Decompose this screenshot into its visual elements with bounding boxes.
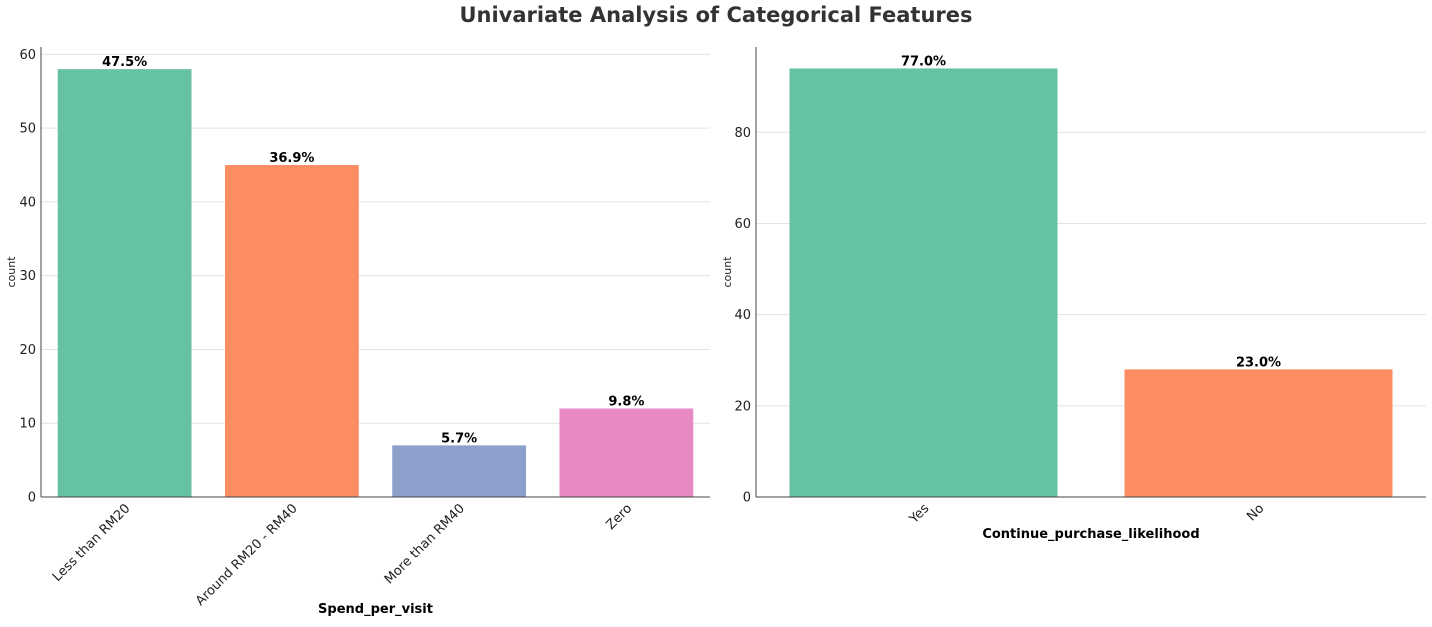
ytick-label-10: 10	[19, 417, 36, 432]
data-label-yes: 77.0%	[901, 54, 946, 69]
xtick-label-less-than-rm20: Less than RM20	[50, 501, 134, 585]
data-label-more-than-rm40: 5.7%	[441, 431, 477, 446]
xtick-label-yes: Yes	[906, 501, 932, 527]
y-axis-title: count	[721, 256, 734, 288]
bar-zero	[559, 408, 693, 497]
ytick-label-30: 30	[19, 269, 36, 284]
xtick-label-zero: Zero	[603, 501, 635, 533]
ytick-label-80: 80	[734, 126, 751, 141]
bar-yes	[790, 68, 1058, 497]
bar-around-rm20-rm40	[225, 165, 359, 497]
bar-no	[1125, 369, 1393, 497]
x-axis-title: Continue_purchase_likelihood	[982, 527, 1199, 542]
spend-per-visit-chart: 0 10 20 30 40 50 60 47.5% Less than RM20 36.9% Aro…	[5, 47, 710, 617]
ytick-label-60: 60	[19, 48, 36, 63]
data-label-less-than-rm20: 47.5%	[102, 55, 147, 70]
continue-purchase-chart: 0 20 40 60 80 77.0% Yes 23.0% No count Continue_pu…	[721, 47, 1426, 542]
xtick-label-more-than-rm40: More than RM40	[382, 501, 468, 587]
bar-less-than-rm20	[58, 69, 192, 497]
y-axis-title: count	[5, 256, 18, 288]
ytick-label-60: 60	[734, 217, 751, 232]
ytick-label-40: 40	[734, 308, 751, 323]
x-axis-title: Spend_per_visit	[318, 602, 433, 617]
xtick-label-around-rm20-rm40: Around RM20 - RM40	[193, 501, 301, 609]
ytick-label-50: 50	[19, 122, 36, 137]
figure-title: Univariate Analysis of Categorical Featu…	[459, 3, 972, 27]
ytick-label-20: 20	[19, 343, 36, 358]
bar-more-than-rm40	[392, 445, 526, 497]
data-label-no: 23.0%	[1236, 355, 1281, 370]
ytick-label-0: 0	[743, 491, 751, 506]
ytick-label-40: 40	[19, 195, 36, 210]
ytick-label-20: 20	[734, 399, 751, 414]
xtick-label-no: No	[1244, 501, 1267, 524]
data-label-zero: 9.8%	[608, 394, 644, 409]
ytick-label-0: 0	[28, 491, 36, 506]
data-label-around-rm20-rm40: 36.9%	[269, 151, 314, 166]
